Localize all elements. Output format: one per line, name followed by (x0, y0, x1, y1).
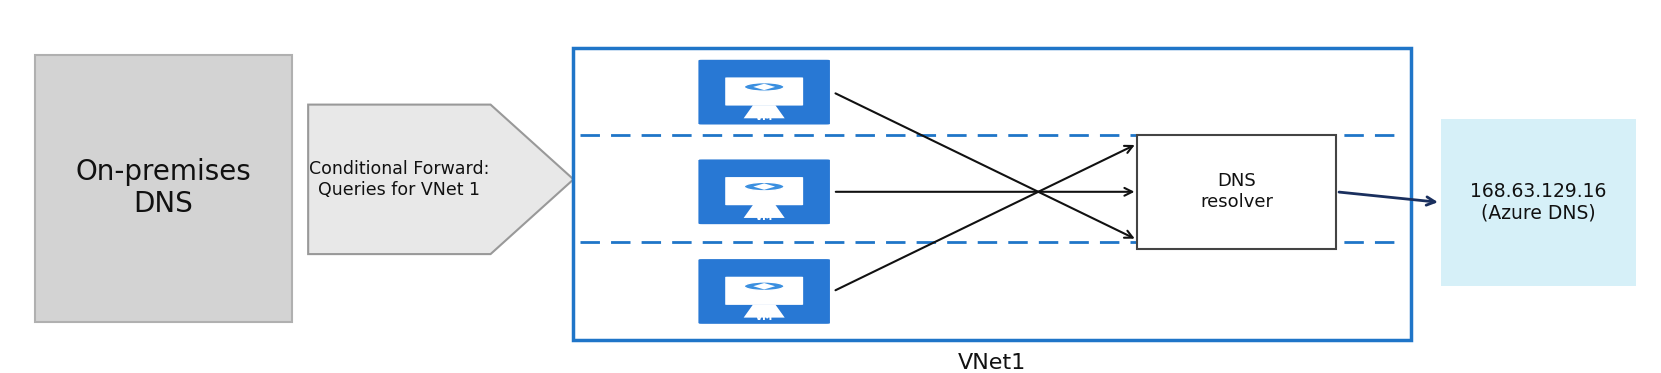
Polygon shape (752, 84, 776, 90)
Circle shape (744, 282, 784, 291)
Polygon shape (752, 283, 776, 289)
FancyBboxPatch shape (726, 78, 804, 106)
FancyBboxPatch shape (726, 277, 804, 305)
Text: VNet1: VNet1 (958, 352, 1026, 373)
Text: VM: VM (756, 311, 774, 322)
Text: On-premises
DNS: On-premises DNS (75, 158, 251, 219)
Text: Conditional Forward:
Queries for VNet 1: Conditional Forward: Queries for VNet 1 (309, 160, 490, 199)
FancyBboxPatch shape (698, 59, 830, 126)
FancyBboxPatch shape (1440, 119, 1636, 286)
FancyBboxPatch shape (698, 258, 830, 325)
FancyBboxPatch shape (35, 55, 292, 322)
Circle shape (744, 83, 784, 91)
Polygon shape (744, 205, 784, 218)
Text: VM: VM (756, 112, 774, 122)
Polygon shape (744, 105, 784, 118)
FancyBboxPatch shape (1138, 135, 1335, 249)
FancyBboxPatch shape (698, 158, 830, 226)
Polygon shape (744, 304, 784, 318)
Text: VM: VM (756, 212, 774, 222)
Circle shape (744, 182, 784, 191)
FancyBboxPatch shape (573, 48, 1410, 339)
Text: 168.63.129.16
(Azure DNS): 168.63.129.16 (Azure DNS) (1470, 182, 1606, 223)
Text: DNS
resolver: DNS resolver (1201, 172, 1274, 211)
FancyBboxPatch shape (726, 177, 804, 205)
Polygon shape (309, 104, 573, 254)
Polygon shape (752, 184, 776, 190)
